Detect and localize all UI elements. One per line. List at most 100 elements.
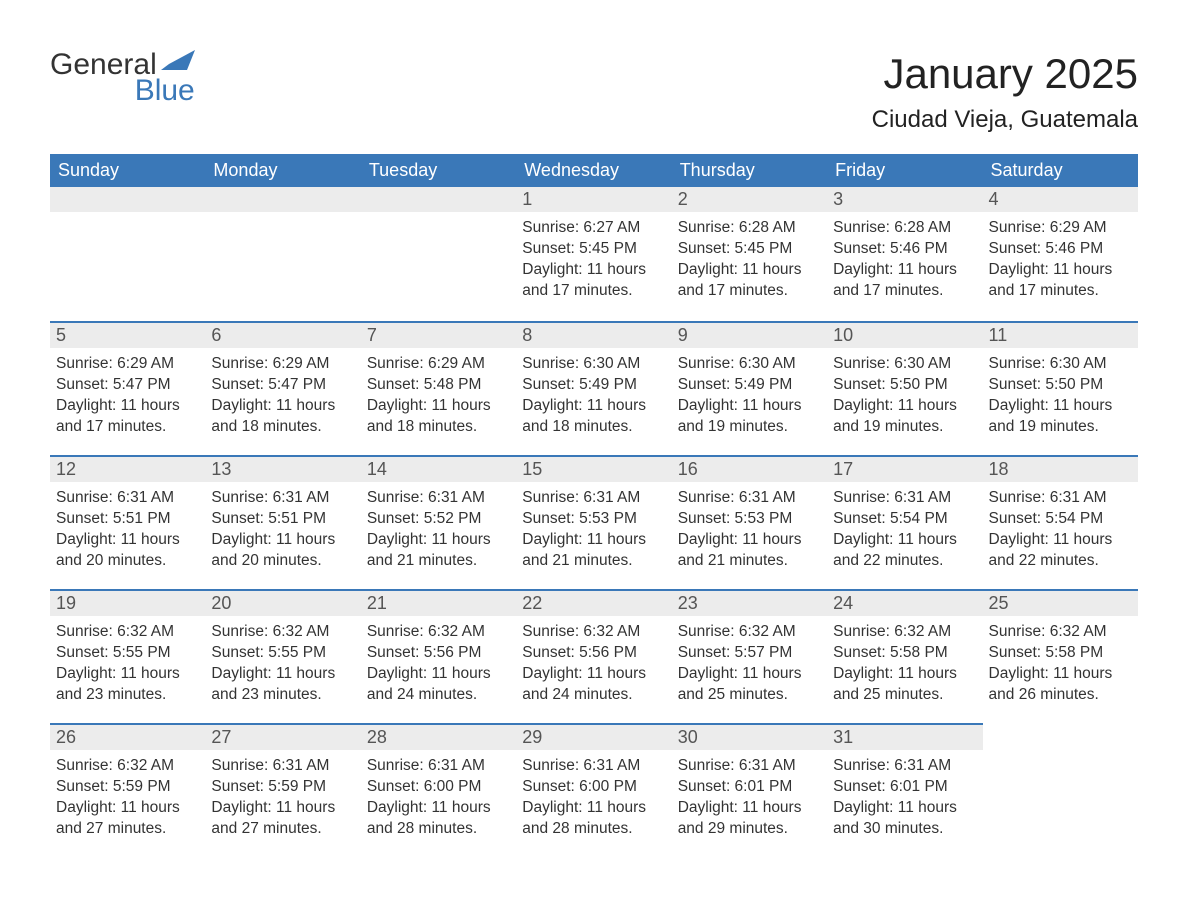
- day-details: Sunrise: 6:32 AMSunset: 5:57 PMDaylight:…: [672, 616, 827, 714]
- day-number: 31: [827, 725, 982, 750]
- col-friday: Friday: [827, 154, 982, 187]
- day-number: 29: [516, 725, 671, 750]
- daylight-line1: Daylight: 11 hours: [211, 396, 354, 417]
- day-cell: [50, 187, 205, 321]
- daylight-line2: and 29 minutes.: [678, 819, 821, 840]
- sunset-line: Sunset: 5:51 PM: [211, 509, 354, 530]
- daylight-line2: and 19 minutes.: [833, 417, 976, 438]
- empty-day: [205, 187, 360, 212]
- daylight-line1: Daylight: 11 hours: [211, 530, 354, 551]
- daylight-line1: Daylight: 11 hours: [678, 260, 821, 281]
- day-number: 15: [516, 457, 671, 482]
- sunset-line: Sunset: 6:00 PM: [522, 777, 665, 798]
- sunrise-line: Sunrise: 6:31 AM: [989, 488, 1132, 509]
- sunset-line: Sunset: 5:53 PM: [678, 509, 821, 530]
- sunset-line: Sunset: 5:52 PM: [367, 509, 510, 530]
- daylight-line2: and 24 minutes.: [367, 685, 510, 706]
- day-number: 13: [205, 457, 360, 482]
- col-monday: Monday: [205, 154, 360, 187]
- day-number: 2: [672, 187, 827, 212]
- day-details: Sunrise: 6:28 AMSunset: 5:45 PMDaylight:…: [672, 212, 827, 310]
- day-number: 4: [983, 187, 1138, 212]
- day-details: Sunrise: 6:32 AMSunset: 5:55 PMDaylight:…: [205, 616, 360, 714]
- day-cell: 5Sunrise: 6:29 AMSunset: 5:47 PMDaylight…: [50, 321, 205, 455]
- day-details: Sunrise: 6:30 AMSunset: 5:50 PMDaylight:…: [983, 348, 1138, 446]
- day-number: 24: [827, 591, 982, 616]
- daylight-line2: and 17 minutes.: [989, 281, 1132, 302]
- sunrise-line: Sunrise: 6:31 AM: [522, 488, 665, 509]
- day-number: 8: [516, 323, 671, 348]
- day-cell: [983, 723, 1138, 857]
- sunset-line: Sunset: 5:48 PM: [367, 375, 510, 396]
- daylight-line1: Daylight: 11 hours: [833, 664, 976, 685]
- day-cell: [361, 187, 516, 321]
- daylight-line1: Daylight: 11 hours: [833, 260, 976, 281]
- daylight-line2: and 27 minutes.: [56, 819, 199, 840]
- week-row: 12Sunrise: 6:31 AMSunset: 5:51 PMDayligh…: [50, 455, 1138, 589]
- daylight-line1: Daylight: 11 hours: [678, 396, 821, 417]
- day-details: Sunrise: 6:32 AMSunset: 5:55 PMDaylight:…: [50, 616, 205, 714]
- sunrise-line: Sunrise: 6:31 AM: [367, 488, 510, 509]
- day-cell: 20Sunrise: 6:32 AMSunset: 5:55 PMDayligh…: [205, 589, 360, 723]
- col-wednesday: Wednesday: [516, 154, 671, 187]
- day-number: 19: [50, 591, 205, 616]
- sunset-line: Sunset: 5:58 PM: [833, 643, 976, 664]
- sunset-line: Sunset: 6:01 PM: [833, 777, 976, 798]
- daylight-line2: and 23 minutes.: [211, 685, 354, 706]
- daylight-line1: Daylight: 11 hours: [522, 530, 665, 551]
- daylight-line1: Daylight: 11 hours: [833, 396, 976, 417]
- daylight-line2: and 21 minutes.: [522, 551, 665, 572]
- sunset-line: Sunset: 5:49 PM: [678, 375, 821, 396]
- day-cell: 29Sunrise: 6:31 AMSunset: 6:00 PMDayligh…: [516, 723, 671, 857]
- day-cell: 7Sunrise: 6:29 AMSunset: 5:48 PMDaylight…: [361, 321, 516, 455]
- sunrise-line: Sunrise: 6:29 AM: [56, 354, 199, 375]
- daylight-line2: and 18 minutes.: [367, 417, 510, 438]
- day-cell: 31Sunrise: 6:31 AMSunset: 6:01 PMDayligh…: [827, 723, 982, 857]
- sunrise-line: Sunrise: 6:28 AM: [833, 218, 976, 239]
- sunset-line: Sunset: 5:58 PM: [989, 643, 1132, 664]
- day-cell: 27Sunrise: 6:31 AMSunset: 5:59 PMDayligh…: [205, 723, 360, 857]
- sunset-line: Sunset: 5:56 PM: [522, 643, 665, 664]
- daylight-line2: and 17 minutes.: [833, 281, 976, 302]
- daylight-line1: Daylight: 11 hours: [56, 664, 199, 685]
- daylight-line2: and 19 minutes.: [678, 417, 821, 438]
- sunrise-line: Sunrise: 6:32 AM: [211, 622, 354, 643]
- daylight-line2: and 25 minutes.: [678, 685, 821, 706]
- sunrise-line: Sunrise: 6:27 AM: [522, 218, 665, 239]
- day-cell: 19Sunrise: 6:32 AMSunset: 5:55 PMDayligh…: [50, 589, 205, 723]
- daylight-line2: and 17 minutes.: [56, 417, 199, 438]
- day-number: 23: [672, 591, 827, 616]
- day-details: Sunrise: 6:32 AMSunset: 5:59 PMDaylight:…: [50, 750, 205, 848]
- daylight-line2: and 21 minutes.: [678, 551, 821, 572]
- day-details: Sunrise: 6:29 AMSunset: 5:46 PMDaylight:…: [983, 212, 1138, 310]
- day-details: Sunrise: 6:32 AMSunset: 5:58 PMDaylight:…: [827, 616, 982, 714]
- day-cell: 21Sunrise: 6:32 AMSunset: 5:56 PMDayligh…: [361, 589, 516, 723]
- month-title: January 2025: [872, 50, 1138, 98]
- day-cell: 9Sunrise: 6:30 AMSunset: 5:49 PMDaylight…: [672, 321, 827, 455]
- daylight-line1: Daylight: 11 hours: [211, 664, 354, 685]
- daylight-line2: and 25 minutes.: [833, 685, 976, 706]
- daylight-line1: Daylight: 11 hours: [367, 798, 510, 819]
- daylight-line2: and 20 minutes.: [211, 551, 354, 572]
- day-cell: 10Sunrise: 6:30 AMSunset: 5:50 PMDayligh…: [827, 321, 982, 455]
- day-number: 7: [361, 323, 516, 348]
- day-cell: 6Sunrise: 6:29 AMSunset: 5:47 PMDaylight…: [205, 321, 360, 455]
- day-details: Sunrise: 6:31 AMSunset: 6:00 PMDaylight:…: [516, 750, 671, 848]
- daylight-line1: Daylight: 11 hours: [678, 798, 821, 819]
- title-block: January 2025 Ciudad Vieja, Guatemala: [872, 50, 1138, 134]
- day-cell: 25Sunrise: 6:32 AMSunset: 5:58 PMDayligh…: [983, 589, 1138, 723]
- day-number: 10: [827, 323, 982, 348]
- daylight-line1: Daylight: 11 hours: [56, 396, 199, 417]
- day-cell: 22Sunrise: 6:32 AMSunset: 5:56 PMDayligh…: [516, 589, 671, 723]
- day-details: Sunrise: 6:27 AMSunset: 5:45 PMDaylight:…: [516, 212, 671, 310]
- weekday-header-row: Sunday Monday Tuesday Wednesday Thursday…: [50, 154, 1138, 187]
- day-details: Sunrise: 6:31 AMSunset: 5:51 PMDaylight:…: [205, 482, 360, 580]
- sunrise-line: Sunrise: 6:32 AM: [989, 622, 1132, 643]
- day-details: Sunrise: 6:31 AMSunset: 5:54 PMDaylight:…: [983, 482, 1138, 580]
- sunrise-line: Sunrise: 6:31 AM: [833, 488, 976, 509]
- sunset-line: Sunset: 5:56 PM: [367, 643, 510, 664]
- daylight-line1: Daylight: 11 hours: [522, 664, 665, 685]
- day-cell: 15Sunrise: 6:31 AMSunset: 5:53 PMDayligh…: [516, 455, 671, 589]
- daylight-line1: Daylight: 11 hours: [367, 664, 510, 685]
- daylight-line1: Daylight: 11 hours: [56, 530, 199, 551]
